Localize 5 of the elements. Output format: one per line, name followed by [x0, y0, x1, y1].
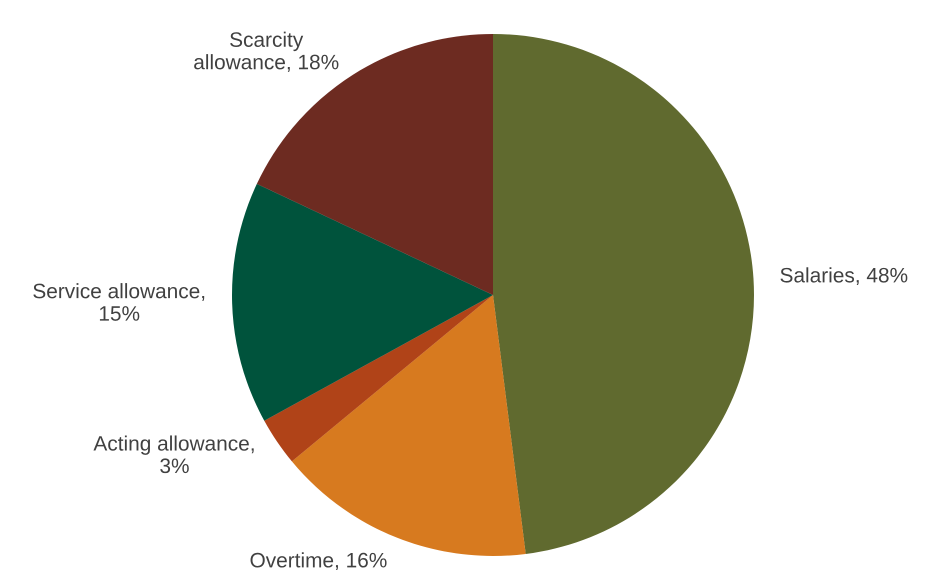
slice-label: Overtime, 16%	[250, 552, 387, 570]
slice-label: Service allowance, 15%	[33, 283, 204, 321]
slice-label: Salaries, 48%	[780, 267, 908, 286]
slice-label: Scarcity allowance, 18%	[194, 32, 338, 72]
slice-label: Acting allowance, 3%	[93, 435, 254, 474]
